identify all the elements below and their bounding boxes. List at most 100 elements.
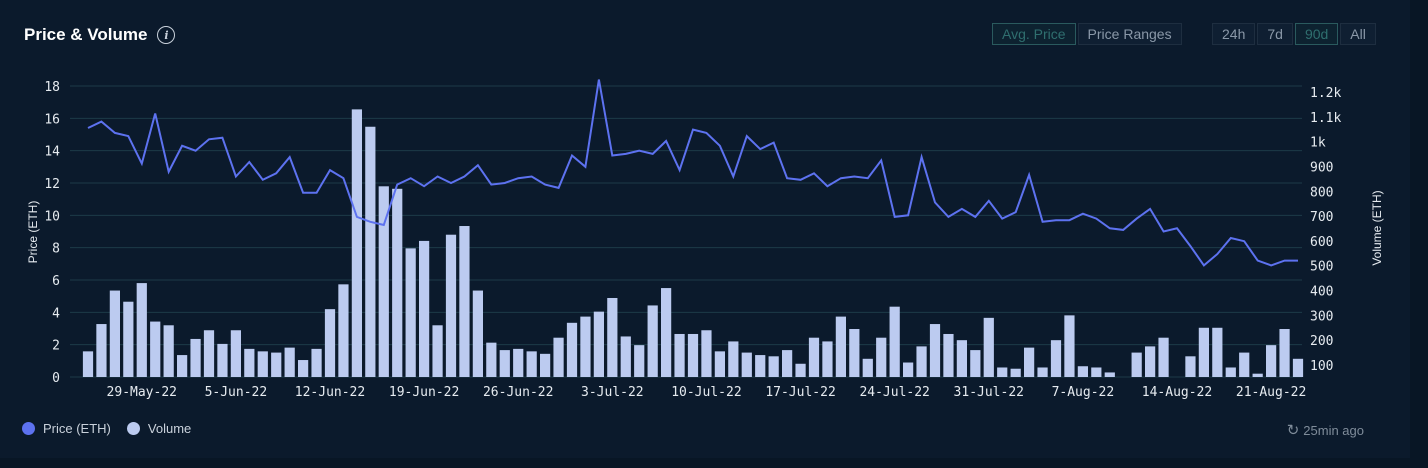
panel-title: Price & Volume i xyxy=(24,25,176,45)
volume-bar xyxy=(136,283,147,377)
avg-price-button[interactable]: Avg. Price xyxy=(992,23,1076,45)
volume-bar xyxy=(378,186,389,377)
volume-bar xyxy=(1037,367,1048,377)
right-axis: 100 200 300 400 500 600 700 800 900 1k 1.1k 1.2k xyxy=(1310,86,1341,374)
volume-bar xyxy=(593,311,604,377)
price-line xyxy=(87,79,1298,267)
volume-bar xyxy=(177,355,188,377)
volume-bar xyxy=(916,346,927,377)
volume-bar xyxy=(163,325,174,377)
updated-text: 25min ago xyxy=(1303,422,1364,438)
y-left-axis-title: Price (ETH) xyxy=(26,201,40,264)
y-right-axis-title: Volume (ETH) xyxy=(1370,190,1384,265)
y-right-tick-label: 400 xyxy=(1310,285,1333,300)
range-90d-button[interactable]: 90d xyxy=(1294,23,1339,45)
volume-bar xyxy=(808,337,820,377)
volume-bar xyxy=(620,336,631,377)
volume-bar xyxy=(607,297,618,377)
y-left-tick-label: 6 xyxy=(52,274,60,289)
volume-bar xyxy=(284,347,295,377)
x-tick-label: 26-Jun-22 xyxy=(483,385,553,400)
volume-bar xyxy=(298,360,309,377)
range-7d-button[interactable]: 7d xyxy=(1257,23,1293,45)
volume-bar xyxy=(1024,347,1035,377)
volume-bar xyxy=(203,330,215,377)
volume-bar xyxy=(540,353,551,377)
volume-bar xyxy=(311,348,322,377)
x-tick-label: 14-Aug-22 xyxy=(1142,385,1212,400)
y-left-tick-label: 14 xyxy=(44,145,60,160)
x-tick-label: 7-Aug-22 xyxy=(1052,385,1115,400)
y-right-tick-label: 100 xyxy=(1310,359,1333,374)
left-axis: 0 2 4 6 8 10 12 14 16 18 xyxy=(44,80,60,386)
mode-toggle-group: Avg. Price Price Ranges xyxy=(990,23,1182,45)
volume-bar xyxy=(1010,368,1021,377)
volume-bar xyxy=(1279,329,1290,377)
y-left-tick-label: 0 xyxy=(52,371,60,386)
volume-bar xyxy=(1158,337,1169,377)
range-24h-button[interactable]: 24h xyxy=(1212,23,1256,45)
price-volume-panel: Price & Volume i Avg. Price Price Ranges… xyxy=(22,23,1384,439)
legend-item-price[interactable]: Price (ETH) xyxy=(22,421,111,436)
volume-bar xyxy=(889,306,900,377)
volume-bar xyxy=(943,333,954,377)
volume-bar xyxy=(499,350,510,377)
x-axis: 29-May-22 5-Jun-22 12-Jun-22 19-Jun-22 26-Ju… xyxy=(107,385,1307,400)
volume-bar xyxy=(647,305,658,377)
volume-bar xyxy=(1266,345,1277,377)
chart-legend: Price (ETH) Volume xyxy=(22,421,191,436)
grid-lines xyxy=(70,85,1302,378)
volume-bar xyxy=(513,348,524,377)
volume-bar xyxy=(257,351,268,377)
volume-bar xyxy=(1050,340,1062,377)
y-left-tick-label: 12 xyxy=(44,177,60,192)
volume-bar xyxy=(661,288,672,377)
volume-bar xyxy=(1198,327,1209,377)
x-tick-label: 10-Jul-22 xyxy=(671,385,741,400)
legend-volume-label: Volume xyxy=(147,421,192,436)
y-right-tick-label: 800 xyxy=(1310,185,1333,200)
volume-bar xyxy=(405,248,416,377)
volume-bar xyxy=(351,109,362,377)
y-left-tick-label: 4 xyxy=(52,306,60,321)
volume-bar xyxy=(1145,346,1156,377)
volume-bar xyxy=(123,301,134,377)
price-ranges-button[interactable]: Price Ranges xyxy=(1077,23,1182,45)
volume-bar xyxy=(419,240,430,377)
volume-bar xyxy=(230,330,241,377)
volume-bar xyxy=(674,333,685,377)
legend-item-volume[interactable]: Volume xyxy=(126,421,192,436)
volume-bar xyxy=(1225,367,1236,377)
volume-bar xyxy=(929,324,941,377)
volume-bar xyxy=(1131,352,1142,377)
price-volume-chart: 0 2 4 6 8 10 12 14 16 18 100 200 300 400 500 600 700 800… xyxy=(26,79,1384,400)
volume-bar xyxy=(701,330,712,377)
y-right-tick-label: 600 xyxy=(1310,235,1333,250)
volume-bar xyxy=(1064,315,1075,377)
volume-bar xyxy=(714,351,725,377)
volume-bar xyxy=(970,350,981,377)
volume-bar xyxy=(432,325,443,377)
y-right-tick-label: 1.1k xyxy=(1310,111,1341,126)
volume-bar xyxy=(795,363,806,377)
volume-bar xyxy=(109,290,120,377)
info-icon[interactable]: i xyxy=(157,26,176,44)
volume-bar xyxy=(217,343,228,377)
volume-bar xyxy=(150,321,161,377)
volume-bar xyxy=(782,350,793,377)
volume-bar xyxy=(580,316,591,377)
volume-bar xyxy=(459,226,470,377)
volume-bar xyxy=(876,337,887,377)
volume-bar xyxy=(997,367,1008,377)
y-left-tick-label: 16 xyxy=(44,112,60,127)
volume-bar xyxy=(1104,372,1115,377)
volume-bar xyxy=(1077,366,1088,377)
volume-bar xyxy=(244,348,255,377)
y-right-tick-label: 1k xyxy=(1310,136,1326,151)
x-tick-label: 19-Jun-22 xyxy=(389,385,459,400)
volume-bar xyxy=(1091,367,1102,377)
volume-bar xyxy=(687,333,699,377)
range-all-button[interactable]: All xyxy=(1340,23,1376,45)
volume-bar xyxy=(634,345,645,377)
x-tick-label: 21-Aug-22 xyxy=(1236,385,1306,400)
